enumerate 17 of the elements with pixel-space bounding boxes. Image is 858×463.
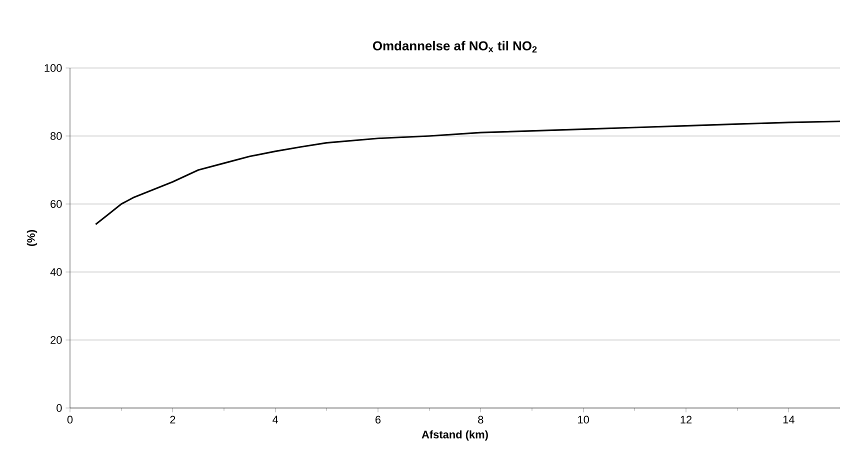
x-tick-label: 8 xyxy=(478,416,484,424)
y-tick-label: 0 xyxy=(56,404,62,412)
chart-title: Omdannelse af NO$_{x}$ til NO$_{2}$ xyxy=(372,40,537,53)
y-tick-label: 60 xyxy=(50,200,62,208)
x-tick-label: 12 xyxy=(680,416,692,424)
x-tick-label: 4 xyxy=(272,416,278,424)
x-tick-label: 10 xyxy=(578,416,589,424)
y-tick-label: 100 xyxy=(44,64,62,72)
y-axis-title: (%) xyxy=(26,230,38,246)
x-tick-label: 2 xyxy=(170,416,176,424)
y-tick-label: 80 xyxy=(50,132,62,140)
x-tick-label: 6 xyxy=(376,416,381,424)
y-tick-label: 40 xyxy=(50,268,62,276)
x-tick-label: 0 xyxy=(67,416,73,424)
x-axis-title: Afstand (km) xyxy=(422,430,488,441)
x-tick-label: 14 xyxy=(783,416,794,424)
y-tick-label: 20 xyxy=(50,336,62,344)
